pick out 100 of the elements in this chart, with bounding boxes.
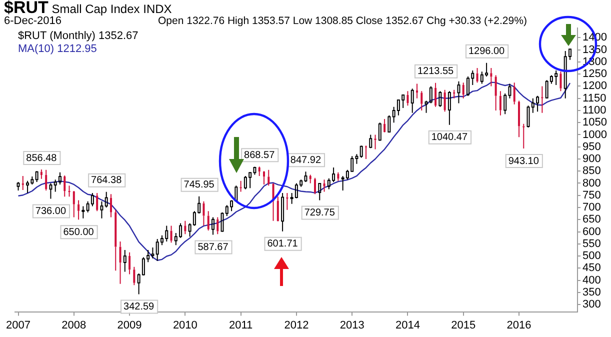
candlestick [64, 174, 66, 198]
candlestick [78, 200, 80, 220]
candlestick [49, 182, 52, 200]
y-tick-label: 1050 [582, 116, 608, 129]
text: MA(10) 1212.95 [18, 43, 98, 56]
candlestick [499, 90, 502, 116]
candlestick [434, 82, 437, 108]
y-tick-label: 450 [582, 262, 601, 274]
annotation: 736.00 [35, 206, 66, 218]
annotation: 1296.00 [468, 46, 506, 58]
x-tick-label: 2015 [451, 319, 476, 332]
candlestick [100, 200, 104, 219]
y-tick-label: 350 [582, 286, 601, 298]
candlestick [513, 82, 516, 105]
candlestick [207, 210, 210, 232]
y-tick-label: 600 [582, 226, 601, 238]
candlestick [240, 180, 242, 192]
candlestick [184, 220, 186, 235]
candlestick [22, 175, 24, 191]
candlestick [114, 209, 117, 272]
y-tick-label: 650 [582, 214, 601, 226]
y-tick-label: 550 [582, 238, 601, 250]
annotation: 1040.47 [431, 132, 468, 144]
candlestick [68, 185, 70, 198]
candlestick [123, 249, 126, 272]
y-tick-label: 500 [582, 250, 601, 262]
candlestick [72, 191, 75, 218]
candlestick [560, 71, 562, 92]
text: Open 1322.76 High 1353.57 Low 1308.85 Close 1352.67 Chg +30.33 (+2.29%) [158, 15, 527, 27]
candlestick [541, 86, 544, 114]
chart-subtitle: 6-Dec-2016 [4, 15, 62, 27]
candlestick [170, 225, 172, 244]
candlestick [276, 196, 279, 222]
x-tick-label: 2011 [228, 319, 253, 332]
candlestick [522, 123, 525, 150]
annotation: 729.75 [304, 208, 336, 219]
annotation: 856.48 [26, 152, 58, 164]
candlestick [268, 169, 270, 186]
annotation: 868.57 [244, 150, 276, 161]
candlestick [202, 200, 205, 226]
candlestick [45, 169, 48, 192]
candlestick [110, 194, 112, 218]
candlestick [40, 169, 42, 180]
candlestick [518, 100, 520, 138]
x-tick-label: 2012 [284, 319, 309, 332]
chart-title: $RUT Small Cap Index INDX [4, 0, 172, 17]
y-tick-label: 850 [582, 165, 601, 178]
y-tick-label: 1150 [582, 92, 606, 104]
candlestick [104, 191, 108, 208]
candlestick [444, 89, 446, 112]
candlestick [337, 172, 340, 182]
candlestick [410, 88, 414, 114]
y-tick-label: 950 [582, 140, 601, 153]
y-tick-label: 800 [582, 177, 601, 190]
y-tick-label: 1100 [582, 104, 606, 117]
candlestick [26, 180, 30, 194]
text: $RUT (Monthly) 1352.67 [18, 30, 138, 43]
candlestick [258, 166, 260, 176]
annotation: 601.71 [267, 238, 298, 250]
x-tick-label: 2009 [117, 319, 142, 332]
x-tick-label: 2016 [506, 319, 532, 332]
x-tick-label: 2013 [340, 319, 364, 332]
candlestick [323, 179, 326, 192]
annotation: 764.38 [91, 175, 122, 186]
candlestick [128, 252, 131, 275]
y-tick-label: 900 [582, 153, 601, 166]
candlestick [462, 82, 464, 99]
y-tick-label: 1200 [582, 80, 608, 92]
candlestick [490, 68, 492, 87]
candlestick [364, 146, 367, 160]
candlestick [133, 266, 136, 286]
x-tick-label: 2008 [62, 319, 86, 332]
candlestick [453, 89, 456, 99]
candlestick [262, 172, 265, 185]
y-tick-label: 1250 [582, 68, 608, 80]
candlestick [82, 206, 85, 219]
candlestick [416, 83, 418, 99]
x-tick-label: 2014 [395, 319, 420, 332]
x-tick-label: 2010 [172, 319, 198, 332]
candlestick [406, 90, 409, 106]
candlestick [420, 90, 423, 111]
annotation: 943.10 [508, 156, 540, 167]
x-tick-label: 2007 [6, 319, 31, 332]
y-tick-label: 1000 [582, 128, 608, 141]
candlestick [384, 118, 386, 132]
candlestick [448, 90, 451, 126]
y-tick-label: 300 [582, 298, 601, 311]
annotation: 342.59 [124, 301, 155, 312]
candlestick [281, 192, 284, 232]
candlestick [476, 68, 478, 84]
annotation: 745.95 [184, 180, 215, 191]
annotation: 650.00 [63, 226, 94, 238]
annotation: 1213.55 [417, 66, 454, 78]
y-tick-label: 700 [582, 202, 601, 214]
candlestick [318, 182, 322, 201]
y-tick-label: 400 [582, 274, 601, 286]
candlestick [119, 240, 122, 284]
annotation: 847.92 [290, 154, 322, 166]
candlestick [374, 134, 376, 150]
candlestick [494, 74, 497, 111]
